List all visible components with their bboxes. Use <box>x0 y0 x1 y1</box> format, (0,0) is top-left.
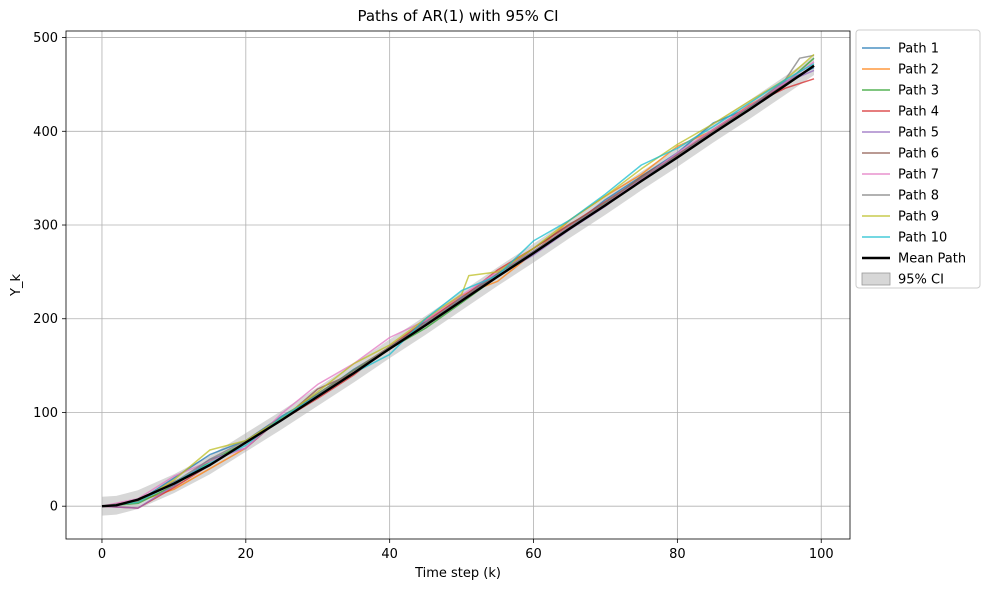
mean-layer <box>101 64 815 508</box>
y-tick-label: 500 <box>33 31 58 46</box>
legend-entry: Path 7 <box>862 168 939 183</box>
x-tick-label: 0 <box>98 547 106 562</box>
mean-path-line <box>101 64 815 508</box>
legend-label: Path 4 <box>898 105 939 120</box>
legend-entry: Path 4 <box>862 105 939 120</box>
legend-entry: Path 2 <box>862 63 939 78</box>
x-tick-label: 60 <box>525 547 542 562</box>
legend-entry: Path 3 <box>862 84 939 99</box>
y-tick-label: 300 <box>33 219 58 234</box>
series-line-path-9 <box>101 53 815 507</box>
legend-entry: Path 5 <box>862 126 939 141</box>
legend-label: Path 5 <box>898 126 939 141</box>
series-line-path-8 <box>101 54 815 507</box>
ci-band <box>102 56 814 516</box>
x-axis-label: Time step (k) <box>414 566 501 581</box>
legend-box <box>855 29 981 289</box>
series-layer <box>101 53 815 509</box>
legend-label: Path 9 <box>898 210 939 225</box>
legend-label: Path 10 <box>898 231 947 246</box>
legend-label: Path 2 <box>898 63 939 78</box>
y-axis-label: Y_k <box>9 274 24 297</box>
legend-entry: Path 9 <box>862 210 939 225</box>
ci-band-layer <box>102 56 814 516</box>
legend-label: Path 7 <box>898 168 939 183</box>
legend-entry: Path 6 <box>862 147 939 162</box>
legend-label: Path 8 <box>898 189 939 204</box>
legend-swatch <box>861 272 891 286</box>
series-line-path-3 <box>101 57 815 507</box>
y-tick-label: 200 <box>33 312 58 327</box>
x-tick-label: 100 <box>809 547 834 562</box>
x-tick-label: 40 <box>381 547 398 562</box>
x-tick-label: 80 <box>669 547 686 562</box>
y-tick-label: 100 <box>33 406 58 421</box>
legend-entry: Mean Path <box>862 252 966 267</box>
legend-label: Path 1 <box>898 42 939 57</box>
legend-entry: Path 10 <box>862 231 947 246</box>
legend-label: Path 6 <box>898 147 939 162</box>
legend-entry: Path 8 <box>862 189 939 204</box>
x-tick-label: 20 <box>238 547 255 562</box>
grid <box>66 31 850 539</box>
y-axis-ticks: 0 100 200 300 400 500 <box>33 31 66 515</box>
y-tick-label: 400 <box>33 125 58 140</box>
legend-label: 95% CI <box>898 273 944 288</box>
y-tick-label: 0 <box>50 500 58 515</box>
series-line-path-10 <box>101 63 815 507</box>
legend: Path 1 Path 2 Path 3 Path 4 Path 5 Path 6 Path… <box>855 29 981 289</box>
x-axis-ticks: 0 20 40 60 80 100 <box>98 539 834 562</box>
legend-label: Mean Path <box>898 252 966 267</box>
legend-label: Path 3 <box>898 84 939 99</box>
plot-frame <box>65 30 851 540</box>
legend-entry: 95% CI <box>861 272 944 288</box>
chart-title: Paths of AR(1) with 95% CI <box>357 7 558 25</box>
legend-entry: Path 1 <box>862 42 939 57</box>
